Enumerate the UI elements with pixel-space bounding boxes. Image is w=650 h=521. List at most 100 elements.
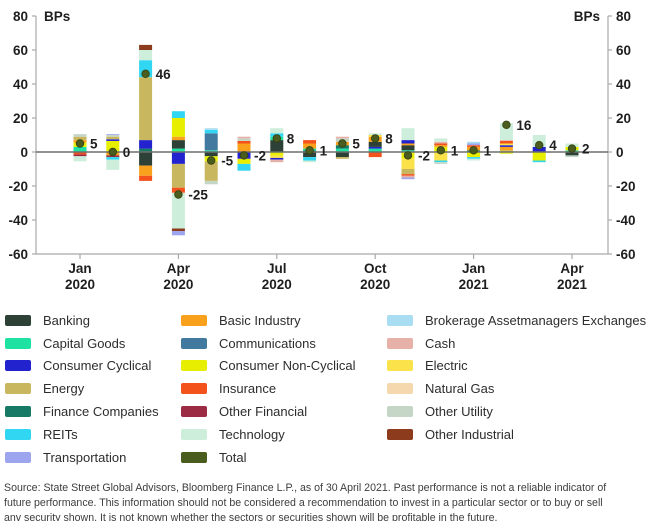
- right-axis-tick-label: -20: [616, 179, 636, 194]
- x-axis-year-label: 2020: [262, 277, 292, 292]
- bar-segment: [303, 152, 317, 158]
- bar-segment: [171, 111, 185, 118]
- legend-swatch: [5, 360, 31, 372]
- bar-segment: [434, 138, 448, 142]
- right-axis-tick-label: 60: [616, 43, 631, 58]
- total-value-label: 8: [385, 131, 393, 146]
- legend-item: Communications: [181, 332, 387, 355]
- legend-item: Brokerage Assetmanagers Exchanges: [387, 309, 647, 332]
- total-marker: [206, 156, 216, 165]
- total-marker: [403, 151, 413, 160]
- total-marker: [371, 134, 380, 143]
- legend-item: Basic Industry: [181, 309, 387, 332]
- legend-swatch: [387, 360, 413, 372]
- bar-segment: [401, 128, 415, 141]
- bar-segment: [303, 143, 317, 149]
- bar-segment: [106, 159, 120, 170]
- bar-segment: [270, 140, 284, 152]
- legend-item: Electric: [387, 355, 645, 378]
- total-value-label: 2: [582, 142, 590, 157]
- bar-segment: [270, 128, 284, 134]
- bar-segment: [303, 157, 317, 161]
- legend-item: Total: [181, 446, 387, 469]
- right-axis-tick-label: -40: [616, 213, 636, 228]
- legend-swatch: [181, 360, 207, 372]
- total-value-label: -2: [254, 148, 266, 163]
- bar-segment: [565, 152, 579, 156]
- total-value-label: 5: [90, 137, 98, 152]
- bar-segment: [106, 134, 120, 135]
- legend-swatch: [5, 383, 31, 395]
- bar-segment: [467, 158, 481, 161]
- bar-segment: [171, 136, 185, 141]
- bar-segment: [499, 150, 513, 152]
- right-axis-tick-label: 0: [616, 145, 624, 160]
- bar-segment: [467, 152, 481, 158]
- legend-swatch: [387, 428, 413, 440]
- legend-label: Cash: [425, 335, 456, 351]
- bar-segment: [499, 152, 513, 154]
- legend-swatch: [181, 383, 207, 395]
- bar-segment: [401, 177, 415, 180]
- bar-segment: [139, 148, 153, 152]
- bar-segment: [565, 155, 579, 158]
- bar-segment: [171, 152, 185, 164]
- bar-segment: [434, 160, 448, 163]
- bar-segment: [237, 158, 251, 164]
- total-value-label: 0: [123, 145, 131, 160]
- left-axis-tick-label: 40: [13, 77, 28, 92]
- bar-segment: [204, 150, 218, 152]
- left-axis-tick-label: -60: [8, 247, 28, 262]
- total-marker: [338, 139, 347, 148]
- bar-segment: [335, 152, 349, 158]
- bar-segment: [204, 129, 218, 134]
- legend-swatch: [5, 314, 31, 326]
- total-marker: [567, 144, 577, 153]
- bar-segment: [204, 128, 218, 130]
- legend-label: Capital Goods: [43, 335, 126, 351]
- total-value-label: 1: [451, 143, 459, 158]
- legend-item: Banking: [5, 309, 181, 332]
- total-marker: [141, 69, 150, 78]
- bar-segment: [401, 145, 415, 151]
- bar-segment: [106, 155, 120, 158]
- legend-item: Finance Companies: [5, 400, 181, 423]
- bar-segment: [73, 146, 87, 152]
- total-value-label: -5: [221, 154, 233, 169]
- total-marker: [305, 146, 314, 155]
- right-axis-tick-label: 40: [616, 77, 631, 92]
- bar-segment: [532, 160, 546, 163]
- x-axis-year-label: 2020: [360, 277, 390, 292]
- x-axis-month-label: Jul: [267, 261, 287, 276]
- total-marker: [75, 139, 85, 148]
- bar-segment: [401, 158, 415, 169]
- bar-segment: [467, 157, 481, 159]
- legend-label: REITs: [43, 426, 78, 442]
- legend-swatch: [387, 337, 413, 349]
- legend-label: Natural Gas: [425, 381, 495, 397]
- legend-label: Electric: [425, 358, 468, 374]
- bar-segment: [368, 148, 382, 152]
- bar-segment: [171, 118, 185, 137]
- x-axis-year-label: 2021: [459, 277, 490, 292]
- bar-segment: [139, 165, 153, 176]
- source-disclaimer: Source: State Street Global Advisors, Bl…: [0, 469, 650, 521]
- legend-swatch: [387, 383, 413, 395]
- legend-label: Consumer Cyclical: [43, 358, 152, 374]
- legend-swatch: [387, 406, 413, 418]
- bar-segment: [434, 162, 448, 164]
- total-value-label: 1: [320, 143, 328, 158]
- legend-label: Technology: [219, 426, 285, 442]
- bar-segment: [106, 157, 120, 160]
- legend-swatch: [181, 337, 207, 349]
- legend-label: Brokerage Assetmanagers Exchanges: [425, 312, 647, 328]
- right-axis-tick-label: 20: [616, 111, 631, 126]
- legend-item: Other Financial: [181, 400, 387, 423]
- source-line: future performance. This information sho…: [4, 496, 603, 509]
- total-value-label: 16: [516, 118, 532, 133]
- bar-segment: [139, 152, 153, 166]
- bar-segment: [434, 141, 448, 144]
- legend-column: Banking Capital Goods Consumer Cyclical Ene…: [5, 309, 181, 469]
- bar-segment: [270, 159, 284, 163]
